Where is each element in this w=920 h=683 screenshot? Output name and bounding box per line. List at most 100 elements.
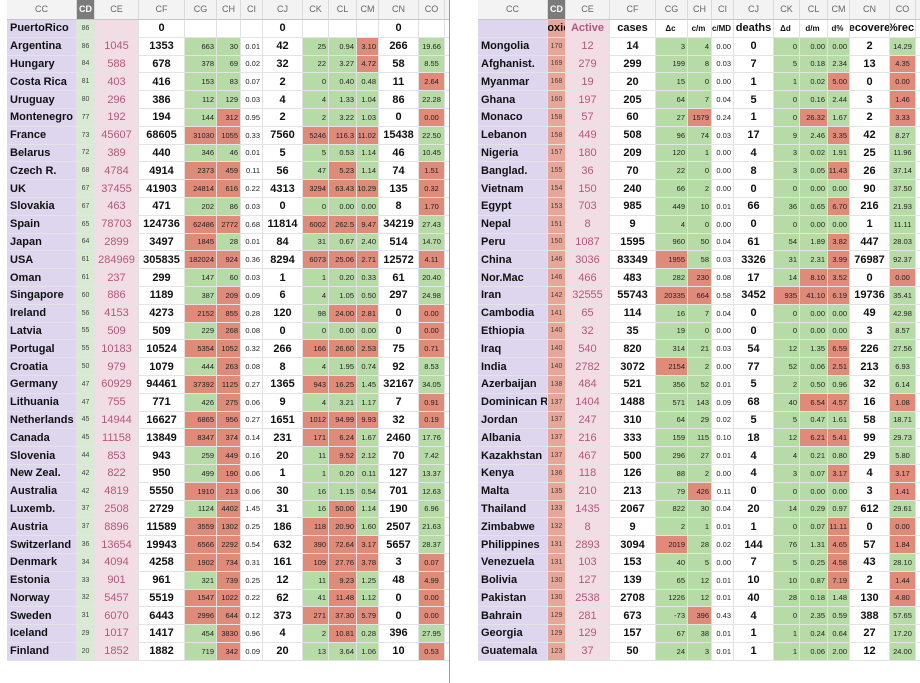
cell-co[interactable]: 4.99 <box>419 571 445 589</box>
cell-ce[interactable]: 237 <box>95 269 139 286</box>
cell-cm[interactable]: 0.97 <box>828 500 850 518</box>
header-cell-cg[interactable]: Δc <box>656 20 688 37</box>
cell-ce[interactable]: 509 <box>95 322 139 340</box>
cell-ck[interactable]: 4 <box>303 91 329 108</box>
cell-ck[interactable]: 0 <box>774 304 800 322</box>
header-cell-name[interactable] <box>478 20 548 37</box>
cell-ci[interactable]: 0.07 <box>241 73 263 91</box>
column-header-ci[interactable]: CI <box>712 0 734 19</box>
cell-cf[interactable]: 471 <box>139 197 185 215</box>
country-name-cell[interactable]: Switzerland <box>7 536 77 553</box>
cell-ck[interactable]: 31 <box>303 233 329 251</box>
cell-cn[interactable]: 0 <box>850 73 890 91</box>
cell-cf[interactable]: 771 <box>139 393 185 411</box>
cell-ck[interactable]: 6073 <box>303 251 329 269</box>
cell-cl[interactable]: 24.00 <box>329 304 357 322</box>
cell-cd[interactable]: 73 <box>77 126 95 144</box>
cell-ce[interactable]: 1087 <box>566 233 610 251</box>
cell-cn[interactable]: 46 <box>379 144 419 162</box>
cell-cm[interactable]: 0.96 <box>828 375 850 393</box>
cell-ci[interactable]: 0.36 <box>241 251 263 269</box>
cell-ch[interactable]: 739 <box>217 571 241 589</box>
column-header-cn[interactable]: CN <box>850 0 890 19</box>
cell-ci[interactable]: 0.00 <box>712 180 734 197</box>
cell-cd[interactable]: 61 <box>77 251 95 269</box>
cell-cj[interactable]: 10 <box>734 571 774 589</box>
cell-ck[interactable]: 6002 <box>303 215 329 233</box>
cell-cd[interactable]: 158 <box>548 126 566 144</box>
cell-ch[interactable]: 213 <box>217 482 241 500</box>
cell-cf[interactable]: 9 <box>610 215 656 233</box>
cell-cd[interactable]: 37 <box>77 518 95 536</box>
cell-ch[interactable]: 12 <box>688 589 712 607</box>
cell-cn[interactable]: 2 <box>850 108 890 126</box>
cell-co[interactable]: 22.50 <box>419 126 445 144</box>
country-name-cell[interactable]: Banglad. <box>478 162 548 180</box>
cell-cl[interactable]: 50.00 <box>329 500 357 518</box>
cell-ci[interactable]: 0.08 <box>241 358 263 375</box>
country-name-cell[interactable]: Sweden <box>7 607 77 625</box>
cell-ci[interactable]: 0.27 <box>241 375 263 393</box>
cell-cf[interactable]: 5519 <box>139 589 185 607</box>
cell-co[interactable]: 20.40 <box>419 269 445 286</box>
cell-cl[interactable]: 6.21 <box>800 429 828 447</box>
cell-ci[interactable]: 0.95 <box>241 108 263 126</box>
cell-co[interactable]: 42.98 <box>890 304 916 322</box>
cell-ci[interactable]: 0.03 <box>241 91 263 108</box>
cell-cj[interactable]: 161 <box>263 553 303 571</box>
cell-cm[interactable]: 0.50 <box>357 286 379 304</box>
cell-co[interactable]: 29.61 <box>890 500 916 518</box>
cell-cg[interactable]: 1124 <box>185 500 217 518</box>
cell-ci[interactable]: 0.06 <box>241 482 263 500</box>
cell-cf[interactable]: 820 <box>610 340 656 358</box>
cell-cf[interactable]: 1417 <box>139 625 185 642</box>
cell-cd[interactable]: 129 <box>548 607 566 625</box>
cell-ch[interactable]: 2 <box>688 180 712 197</box>
cell-cl[interactable]: 0.47 <box>800 411 828 429</box>
cell-cj[interactable]: 66 <box>734 197 774 215</box>
cell-cn[interactable]: 0 <box>379 589 419 607</box>
cell-co[interactable]: 17.76 <box>419 429 445 447</box>
cell-ck[interactable]: 28 <box>774 589 800 607</box>
cell-cd[interactable]: 168 <box>548 73 566 91</box>
cell-ck[interactable]: 36 <box>774 197 800 215</box>
cell-ci[interactable]: 0.00 <box>712 73 734 91</box>
cell-cm[interactable]: 2.51 <box>828 358 850 375</box>
cell-cl[interactable]: 0.00 <box>800 215 828 233</box>
cell-cj[interactable]: 30 <box>263 482 303 500</box>
country-name-cell[interactable]: Ireland <box>7 304 77 322</box>
cell-ce[interactable]: 822 <box>95 464 139 482</box>
country-name-cell[interactable]: Spain <box>7 215 77 233</box>
cell-ce[interactable] <box>95 20 139 37</box>
cell-cn[interactable]: 3 <box>850 91 890 108</box>
cell-ci[interactable]: 0.03 <box>712 251 734 269</box>
cell-cl[interactable]: 0.50 <box>800 375 828 393</box>
cell-cm[interactable]: 1.14 <box>357 162 379 180</box>
cell-cl[interactable]: 262.5 <box>329 215 357 233</box>
cell-ck[interactable]: 5246 <box>303 126 329 144</box>
cell-cf[interactable]: 10524 <box>139 340 185 358</box>
cell-ci[interactable]: 0.01 <box>712 642 734 660</box>
cell-cf[interactable]: 16627 <box>139 411 185 429</box>
cell-cn[interactable]: 58 <box>379 55 419 73</box>
country-name-cell[interactable]: Bolivia <box>478 571 548 589</box>
column-header-cf[interactable]: CF <box>610 0 656 19</box>
cell-ce[interactable]: 32 <box>566 322 610 340</box>
header-cell-cn[interactable]: ecovere <box>850 20 890 37</box>
cell-co[interactable]: 21.63 <box>419 518 445 536</box>
cell-ck[interactable]: 166 <box>303 340 329 358</box>
cell-cd[interactable]: 42 <box>77 482 95 500</box>
cell-ck[interactable]: 0 <box>774 607 800 625</box>
country-name-cell[interactable]: Georgia <box>478 625 548 642</box>
cell-cn[interactable]: 0 <box>379 304 419 322</box>
cell-cf[interactable]: 139 <box>610 571 656 589</box>
cell-co[interactable]: 8.53 <box>419 358 445 375</box>
cell-co[interactable]: 6.14 <box>890 375 916 393</box>
cell-cf[interactable]: 35 <box>610 322 656 340</box>
cell-ck[interactable]: 4 <box>303 393 329 411</box>
cell-cm[interactable]: 4.72 <box>357 55 379 73</box>
country-name-cell[interactable]: Finland <box>7 642 77 660</box>
cell-co[interactable]: 0.00 <box>890 269 916 286</box>
cell-ck[interactable]: 0 <box>774 482 800 500</box>
cell-cl[interactable]: 0.67 <box>329 233 357 251</box>
